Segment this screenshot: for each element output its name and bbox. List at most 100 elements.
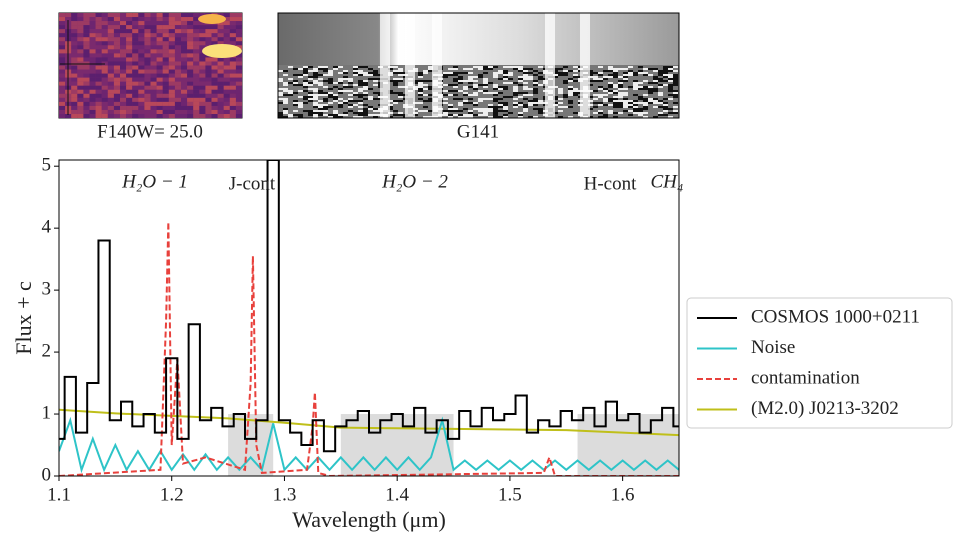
pixel <box>658 84 663 86</box>
pixel <box>162 65 169 70</box>
pixel <box>303 68 308 70</box>
pixel <box>508 66 513 68</box>
pixel <box>156 65 163 70</box>
pixel <box>113 109 121 115</box>
pixel <box>503 82 508 84</box>
pixel <box>613 72 618 74</box>
pixel <box>120 105 127 111</box>
pixel <box>77 85 84 90</box>
pixel <box>83 65 90 70</box>
pixel <box>138 41 145 46</box>
pixel <box>138 61 145 66</box>
pixel <box>181 89 188 94</box>
pixel <box>323 98 328 100</box>
pixel <box>523 88 528 90</box>
pixel <box>229 37 236 42</box>
pixel <box>398 68 403 70</box>
pixel <box>318 68 323 70</box>
pixel <box>168 61 175 66</box>
pixel <box>187 93 194 98</box>
pixel <box>628 86 633 88</box>
pixel <box>483 68 488 70</box>
pixel <box>303 102 308 104</box>
pixel <box>398 114 403 116</box>
pixel <box>217 109 224 115</box>
pixel <box>398 92 403 94</box>
pixel <box>673 102 678 104</box>
pixel <box>453 80 458 82</box>
pixel <box>428 70 433 72</box>
pixel <box>187 65 194 70</box>
pixel <box>313 98 318 100</box>
pixel <box>508 82 513 84</box>
pixel <box>388 74 393 76</box>
pixel <box>353 84 358 86</box>
pixel <box>318 90 323 92</box>
pixel <box>126 105 133 111</box>
pixel <box>673 76 678 78</box>
pixel <box>59 33 66 38</box>
pixel <box>663 114 668 116</box>
pixel <box>323 70 328 72</box>
pixel <box>638 108 643 110</box>
pixel <box>205 85 212 90</box>
pixel <box>473 114 478 116</box>
pixel <box>453 66 458 68</box>
pixel <box>150 33 157 38</box>
pixel <box>638 110 643 112</box>
pixel <box>187 29 194 34</box>
pixel <box>217 41 224 46</box>
pixel <box>199 61 206 66</box>
pixel <box>623 88 628 90</box>
pixel <box>308 78 313 80</box>
pixel <box>71 17 78 22</box>
pixel <box>508 72 513 74</box>
pixel <box>443 94 448 96</box>
pixel <box>503 114 508 116</box>
pixel <box>229 93 236 98</box>
pixel <box>95 25 102 30</box>
pixel <box>223 105 230 111</box>
pixel <box>528 78 533 80</box>
pixel <box>144 21 151 26</box>
pixel <box>174 45 182 50</box>
pixel <box>618 92 623 94</box>
pixel <box>573 66 578 68</box>
pixel <box>498 110 503 112</box>
pixel <box>205 73 212 78</box>
pixel <box>673 112 678 114</box>
pixel <box>138 49 145 54</box>
pixel <box>553 76 558 78</box>
pixel <box>463 72 468 74</box>
pixel <box>168 77 175 82</box>
pixel <box>668 80 673 82</box>
pixel <box>493 106 498 108</box>
pixel <box>235 33 243 38</box>
pixel <box>498 92 503 94</box>
pixel <box>333 112 338 114</box>
x-tick-label: 1.3 <box>273 484 297 505</box>
pixel <box>493 100 498 102</box>
pixel <box>132 33 139 38</box>
pixel <box>393 92 398 94</box>
pixel <box>156 41 163 46</box>
pixel <box>95 29 102 34</box>
pixel <box>181 114 188 119</box>
pixel <box>458 114 463 116</box>
pixel <box>298 84 303 86</box>
pixel <box>638 66 643 68</box>
pixel <box>663 80 668 82</box>
pixel <box>181 33 188 38</box>
pixel <box>358 74 363 76</box>
pixel <box>653 98 658 100</box>
pixel <box>168 13 175 18</box>
pixel <box>628 70 633 72</box>
pixel <box>120 33 127 38</box>
pixel <box>603 116 608 118</box>
pixel <box>503 104 508 106</box>
pixel <box>318 110 323 112</box>
pixel <box>59 93 66 98</box>
pixel <box>478 110 483 112</box>
pixel <box>498 86 503 88</box>
pixel <box>523 68 528 70</box>
